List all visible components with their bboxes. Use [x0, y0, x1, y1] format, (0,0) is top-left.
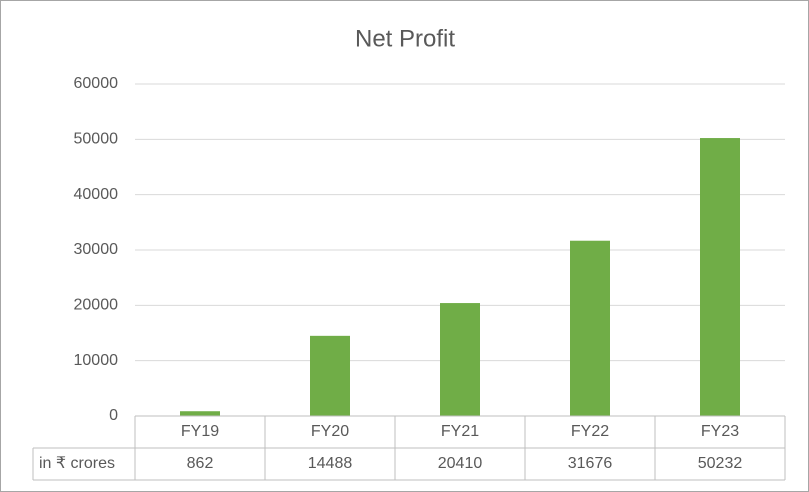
table-value: 31676	[568, 455, 613, 472]
legend-label: in ₹ crores	[39, 455, 115, 472]
x-tick-label: FY23	[701, 423, 739, 440]
bar	[440, 303, 480, 416]
bar	[180, 411, 220, 416]
table-value: 50232	[698, 455, 743, 472]
bar	[570, 240, 610, 416]
y-tick-label: 0	[109, 407, 118, 424]
x-tick-label: FY21	[441, 423, 479, 440]
y-tick-label: 50000	[74, 131, 119, 148]
y-tick-label: 30000	[74, 241, 119, 258]
table-value: 14488	[308, 455, 353, 472]
x-tick-label: FY20	[311, 423, 349, 440]
y-tick-label: 10000	[74, 352, 119, 369]
bar	[310, 335, 350, 416]
table-value: 862	[187, 455, 214, 472]
y-tick-label: 60000	[74, 75, 119, 92]
chart-title: Net Profit	[355, 25, 455, 52]
x-tick-label: FY19	[181, 423, 219, 440]
y-tick-label: 40000	[74, 186, 119, 203]
table-value: 20410	[438, 455, 483, 472]
y-tick-label: 20000	[74, 297, 119, 314]
x-tick-label: FY22	[571, 423, 609, 440]
bar	[700, 138, 740, 416]
